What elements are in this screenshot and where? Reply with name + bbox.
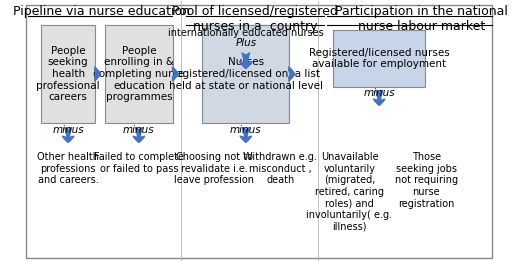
Text: minus: minus: [53, 125, 84, 135]
Text: Pool of licensed/registered
nurses in a  country: Pool of licensed/registered nurses in a …: [172, 5, 338, 33]
Text: Pipeline via nurse education: Pipeline via nurse education: [12, 5, 190, 18]
Text: Registered/licensed nurses
available for employment: Registered/licensed nurses available for…: [309, 48, 450, 69]
Text: Nurses
registered/licensed on  a list
held at state or national level: Nurses registered/licensed on a list hel…: [169, 57, 323, 91]
Text: Withdrawn e.g.
misconduct ,
death: Withdrawn e.g. misconduct , death: [243, 152, 317, 185]
Text: People
seeking
health
professional
careers: People seeking health professional caree…: [36, 46, 100, 102]
Text: Failed to complete
or failed to pass: Failed to complete or failed to pass: [94, 152, 184, 174]
Text: Unavailable
voluntarily
(migrated,
retired, caring
roles) and
involuntarily( e.g: Unavailable voluntarily (migrated, retir…: [306, 152, 393, 232]
Text: minus: minus: [123, 125, 154, 135]
Text: minus: minus: [230, 125, 262, 135]
Text: Choosing not to
revalidate i.e.
leave profession: Choosing not to revalidate i.e. leave pr…: [174, 152, 254, 185]
Text: Other health
professions
and careers.: Other health professions and careers.: [37, 152, 99, 185]
Text: Plus: Plus: [235, 38, 256, 48]
Text: minus: minus: [363, 88, 395, 99]
Text: People
enrolling in &
completing nurse
education
programmes: People enrolling in & completing nurse e…: [93, 46, 185, 102]
FancyBboxPatch shape: [333, 30, 425, 87]
FancyBboxPatch shape: [105, 25, 173, 123]
Text: Participation in the national
nurse labour market: Participation in the national nurse labo…: [335, 5, 508, 33]
Text: Those
seeking jobs
not requiring
nurse
registration: Those seeking jobs not requiring nurse r…: [395, 152, 458, 209]
Text: internationally educated nurses: internationally educated nurses: [168, 28, 323, 38]
FancyBboxPatch shape: [41, 25, 95, 123]
FancyBboxPatch shape: [202, 25, 290, 123]
